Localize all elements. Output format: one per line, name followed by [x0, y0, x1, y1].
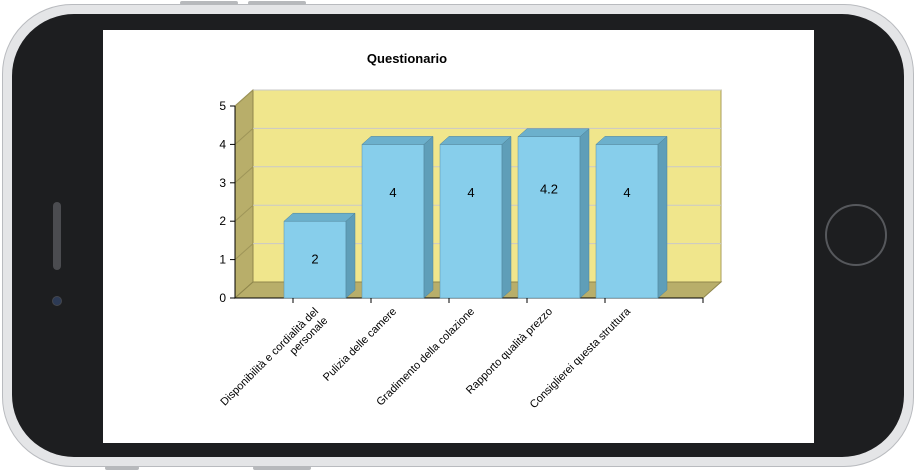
data-label: 4.2 [540, 181, 558, 196]
bar-top [283, 212, 356, 222]
bar-side [657, 135, 668, 299]
bar-top [361, 136, 434, 145]
bar [517, 136, 581, 299]
bar-top [439, 136, 512, 145]
bar [595, 144, 659, 299]
data-label: 4 [467, 185, 474, 200]
gridline-side [234, 89, 254, 107]
data-label: 2 [311, 252, 318, 267]
gridline-side [234, 204, 254, 222]
y-tick-label: 3 [219, 176, 226, 190]
chart-side-wall [234, 88, 254, 300]
data-label: 4 [623, 185, 630, 200]
volume-down-button [248, 1, 306, 5]
bar-side [423, 135, 434, 299]
phone-screen: Questionario 0 1 2 3 4 5 2 Disponibilità e cord… [103, 30, 814, 443]
power-button-left [105, 466, 139, 470]
bar [361, 144, 425, 299]
speaker-grille [53, 202, 61, 270]
volume-up-button [180, 1, 238, 5]
gridline-side [234, 243, 254, 260]
x-category-label: Disponibilità e cordialità delpersonale [218, 306, 330, 418]
bar [283, 220, 347, 299]
x-category-label: Rapporto qualità prezzo [464, 306, 555, 397]
power-button-right [253, 466, 311, 470]
y-tick-label: 2 [219, 214, 226, 228]
bar-chart: 0 1 2 3 4 5 2 Disponibilità e cordialità delper… [218, 88, 723, 418]
data-label: 4 [389, 185, 396, 200]
home-button[interactable] [825, 204, 887, 266]
bar-side [345, 212, 356, 299]
y-tick-label: 1 [219, 253, 226, 267]
bar-top [595, 136, 668, 145]
front-camera-icon [52, 296, 62, 306]
gridline-side [234, 166, 254, 184]
y-tick-label: 4 [219, 137, 226, 151]
bar-side [501, 135, 512, 299]
gridline-side [234, 128, 254, 145]
x-category-label: Pulizia delle camere [321, 306, 399, 384]
bar-top [517, 128, 590, 137]
bar-side [579, 128, 590, 299]
chart-title: Questionario [366, 51, 448, 66]
y-tick-label: 5 [219, 99, 226, 113]
bar [439, 144, 503, 299]
y-tick-label: 0 [219, 291, 226, 305]
